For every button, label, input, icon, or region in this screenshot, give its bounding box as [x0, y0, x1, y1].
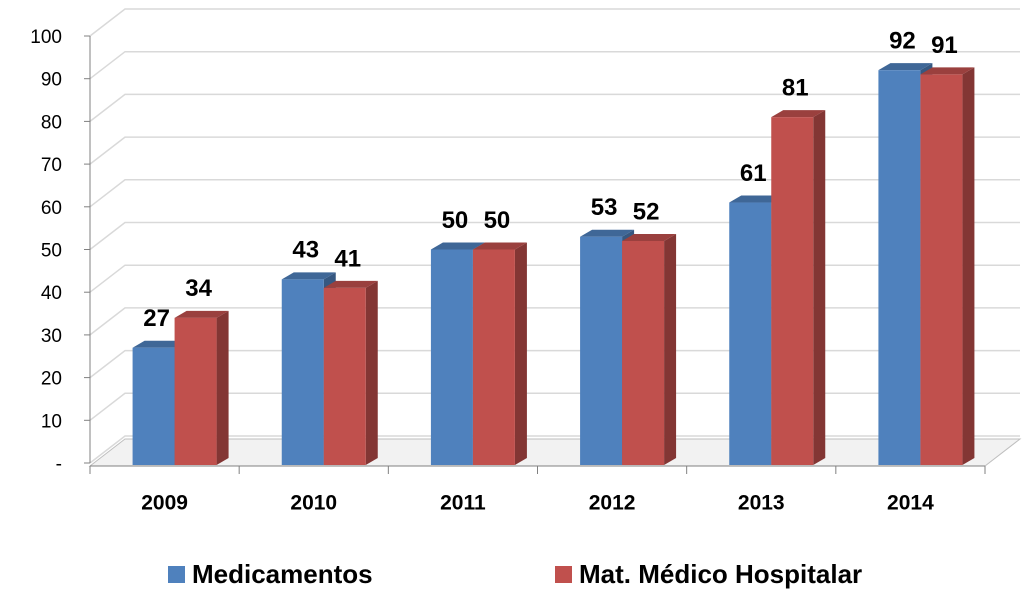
bar-front [174, 317, 217, 465]
legend-swatch [168, 566, 185, 583]
data-label: 34 [185, 275, 212, 302]
grid-line [89, 264, 1020, 293]
y-tick-label: 20 [41, 369, 62, 390]
y-tick-label: - [56, 454, 62, 475]
data-label: 92 [889, 28, 916, 55]
bar-top [878, 63, 933, 71]
y-tick-label: 10 [41, 411, 62, 432]
bar [920, 67, 975, 466]
bar [771, 110, 826, 465]
bar-front [580, 236, 623, 465]
bar-front [622, 240, 665, 465]
data-label: 61 [740, 160, 767, 187]
grid-line [89, 307, 1020, 336]
bar-top [430, 242, 485, 250]
bar-front [323, 287, 366, 465]
bar [323, 280, 378, 465]
bar-side [216, 310, 229, 465]
data-label: 50 [442, 207, 469, 234]
bar-top [771, 110, 826, 118]
bar-front [729, 202, 772, 465]
legend-swatch [555, 566, 572, 583]
bar-top [281, 272, 336, 280]
x-tick-label: 2013 [738, 492, 785, 515]
bar-top [729, 195, 784, 203]
y-tick-label: 40 [41, 283, 62, 304]
bar-front [281, 279, 324, 465]
y-tick-label: 90 [41, 70, 62, 91]
data-label: 50 [484, 207, 511, 234]
bar-side [664, 233, 677, 465]
data-label: 52 [633, 198, 660, 225]
y-tick-label: 50 [41, 241, 62, 262]
bar-top [472, 242, 527, 250]
bar-front [771, 117, 814, 465]
grid-line [89, 179, 1020, 208]
grid-line [89, 349, 1020, 379]
bar [174, 310, 229, 465]
data-label: 27 [143, 305, 170, 332]
grid-line [89, 435, 1020, 464]
bar-top [132, 340, 187, 348]
bar-side [514, 242, 527, 465]
grid-line [89, 221, 1020, 251]
data-label: 43 [292, 237, 319, 264]
bar-side [962, 67, 975, 466]
y-tick-label: 30 [41, 326, 62, 347]
y-tick-label: 60 [41, 198, 62, 219]
x-tick-label: 2011 [440, 492, 486, 515]
bar-front [132, 347, 175, 465]
bar-front [472, 249, 515, 465]
bar-top [323, 280, 378, 288]
y-tick-label: 100 [30, 27, 62, 48]
data-label: 81 [782, 74, 809, 101]
bar-front [878, 70, 921, 465]
data-label: 91 [931, 32, 958, 59]
y-tick-label: 70 [41, 155, 62, 176]
bar-front [430, 249, 473, 465]
bar-top [920, 67, 975, 75]
x-tick-label: 2010 [290, 492, 337, 515]
legend-label: Medicamentos [192, 559, 373, 589]
grid-line [89, 93, 1020, 122]
bar-side [813, 110, 826, 465]
grid-line [89, 50, 1020, 80]
bar [472, 242, 527, 465]
grid-line [89, 136, 1020, 165]
bar-top [580, 229, 635, 237]
x-tick-label: 2009 [141, 492, 188, 515]
data-label: 41 [334, 245, 361, 272]
bar-top [174, 310, 229, 318]
grid-line [89, 392, 1020, 421]
bar-side [365, 280, 378, 465]
y-tick-label: 80 [41, 112, 62, 133]
bar-front [920, 74, 963, 466]
data-label: 53 [591, 194, 618, 221]
x-tick-label: 2012 [589, 492, 636, 515]
grid-line [89, 8, 1020, 37]
legend-label: Mat. Médico Hospitalar [579, 559, 862, 589]
x-tick-label: 2014 [887, 492, 934, 515]
bar-top [622, 233, 677, 241]
bar [622, 233, 677, 465]
